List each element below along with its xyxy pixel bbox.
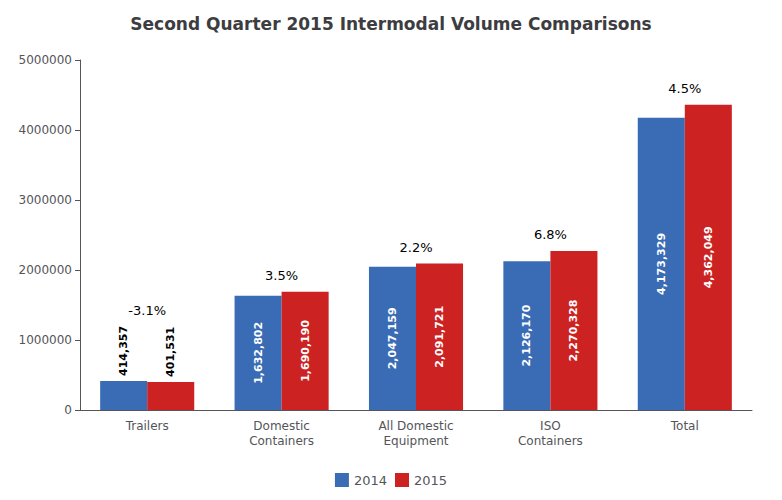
svg-text:4000000: 4000000 xyxy=(19,123,72,137)
svg-text:Containers: Containers xyxy=(518,434,583,448)
svg-text:All Domestic: All Domestic xyxy=(378,419,453,433)
svg-text:0: 0 xyxy=(64,403,72,417)
svg-text:2014: 2014 xyxy=(354,473,387,488)
svg-text:2,091,721: 2,091,721 xyxy=(433,306,446,368)
svg-text:401,531: 401,531 xyxy=(164,327,177,377)
svg-text:1,632,802: 1,632,802 xyxy=(252,322,265,384)
svg-text:4,362,049: 4,362,049 xyxy=(702,226,715,288)
svg-text:Total: Total xyxy=(670,419,699,433)
svg-text:1,690,190: 1,690,190 xyxy=(299,320,312,382)
svg-text:4,173,329: 4,173,329 xyxy=(655,233,668,295)
svg-text:2.2%: 2.2% xyxy=(399,240,432,255)
svg-text:2,126,170: 2,126,170 xyxy=(520,304,533,366)
svg-text:4.5%: 4.5% xyxy=(668,81,701,96)
svg-text:Trailers: Trailers xyxy=(125,419,169,433)
svg-text:ISO: ISO xyxy=(540,419,561,433)
svg-text:1000000: 1000000 xyxy=(19,333,72,347)
svg-text:Domestic: Domestic xyxy=(253,419,310,433)
svg-text:3.5%: 3.5% xyxy=(265,268,298,283)
svg-text:Equipment: Equipment xyxy=(383,434,448,448)
svg-text:2,270,328: 2,270,328 xyxy=(567,300,580,362)
svg-text:2,047,159: 2,047,159 xyxy=(386,307,399,369)
svg-text:-3.1%: -3.1% xyxy=(128,303,166,318)
svg-text:2015: 2015 xyxy=(414,473,447,488)
svg-text:3000000: 3000000 xyxy=(19,193,72,207)
svg-text:414,357: 414,357 xyxy=(117,326,130,376)
svg-text:Second Quarter 2015 Intermodal: Second Quarter 2015 Intermodal Volume Co… xyxy=(130,14,651,34)
svg-text:2000000: 2000000 xyxy=(19,263,72,277)
svg-text:6.8%: 6.8% xyxy=(534,227,567,242)
svg-text:5000000: 5000000 xyxy=(19,53,72,67)
svg-text:Containers: Containers xyxy=(249,434,314,448)
